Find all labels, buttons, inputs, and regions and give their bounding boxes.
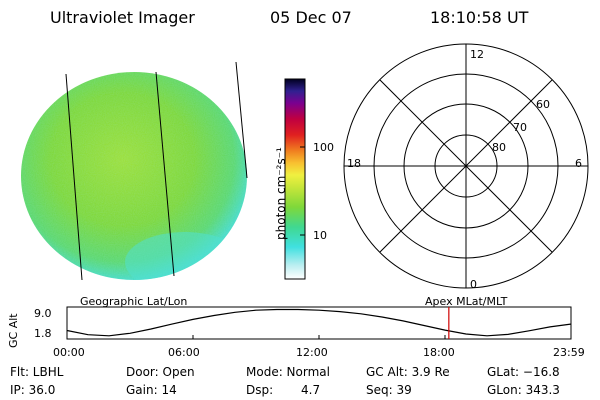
time-label: 18:10:58 UT [430, 8, 529, 27]
info-dsp-value: 4.7 [301, 383, 321, 397]
y-tick-low: 1.8 [34, 327, 52, 340]
altitude-series-line [66, 308, 571, 337]
mlt-label-6: 6 [575, 157, 582, 170]
plot-title-apex: Apex MLat/MLT [425, 295, 508, 308]
colorbar-tick-100: 100 [313, 141, 334, 154]
info-ip: IP: 36.0 [10, 383, 56, 397]
lat-label-60: 60 [536, 98, 550, 111]
lat-label-70: 70 [513, 121, 527, 134]
x-tick-2359: 23:59 [553, 346, 585, 359]
info-mode: Mode: Normal [246, 365, 330, 379]
info-filter: Flt: LBHL [10, 365, 64, 379]
plot-frame [66, 306, 572, 340]
y-tick-high: 9.0 [34, 307, 52, 320]
instrument-title: Ultraviolet Imager [50, 8, 195, 27]
mlt-label-18: 18 [347, 157, 361, 170]
lat-label-80: 80 [492, 141, 506, 154]
info-gc-alt: GC Alt: 3.9 Re [366, 365, 450, 379]
info-glon: GLon: 343.3 [487, 383, 560, 397]
info-seq: Seq: 39 [366, 383, 412, 397]
mlt-label-12: 12 [470, 48, 484, 61]
x-tick-1200: 12:00 [296, 346, 328, 359]
x-tick-1800: 18:00 [423, 346, 455, 359]
mlt-label-0: 0 [470, 278, 477, 291]
limb-line [235, 61, 248, 179]
info-dsp-label: Dsp: [246, 383, 274, 397]
colorbar-tick-10: 10 [313, 229, 327, 242]
info-glat: GLat: −16.8 [487, 365, 560, 379]
terminator-line-2 [155, 71, 175, 277]
x-tick-0000: 00:00 [53, 346, 85, 359]
x-tick-0600: 06:00 [168, 346, 200, 359]
info-gain: Gain: 14 [126, 383, 177, 397]
date-label: 05 Dec 07 [270, 8, 352, 27]
info-door: Door: Open [126, 365, 195, 379]
terminator-line-1 [65, 73, 83, 281]
plot-title-geographic: Geographic Lat/Lon [80, 295, 188, 308]
